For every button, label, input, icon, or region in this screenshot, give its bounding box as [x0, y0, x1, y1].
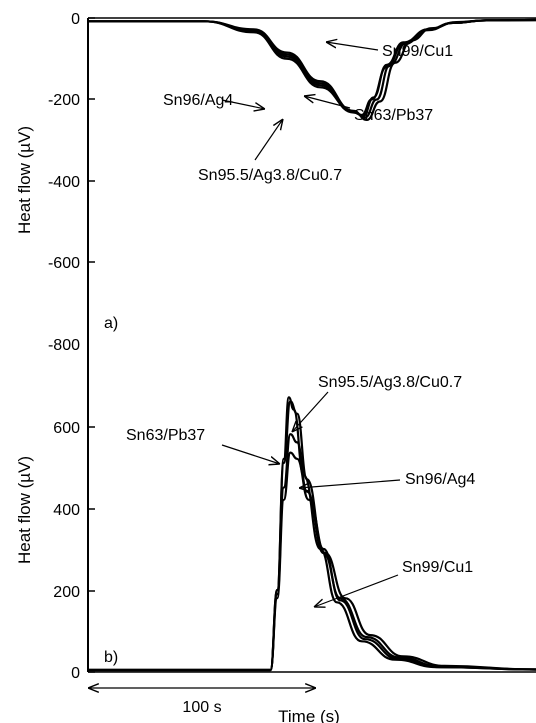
scale-bar-label: 100 s — [182, 699, 221, 716]
series-line-a-sn63-pb37 — [88, 18, 536, 117]
series-line-b-sn96-ag4 — [88, 433, 536, 672]
annotation-arrow-sn96ag4-b — [299, 479, 401, 488]
annotation-sn99cu1-b: Sn99/Cu1 — [402, 559, 473, 576]
annotation-arrow-sn99cu1 — [326, 42, 379, 51]
panel-b-label: b) — [104, 649, 118, 666]
panel-a-tick-label: 0 — [71, 11, 80, 28]
annotation-sn96ag4-b: Sn96/Ag4 — [405, 471, 475, 488]
panel-b-ticks — [88, 426, 95, 673]
panel-a-tick-label: -800 — [48, 337, 80, 354]
panel-a-y-axis-label: Heat flow (µV) — [15, 126, 34, 234]
series-line-a-sn99-cu1 — [88, 18, 536, 117]
series-line-a-sn96-ag4 — [88, 18, 536, 119]
panel-b-series-group — [88, 396, 536, 672]
annotation-sn955ag38cu07: Sn95.5/Ag3.8/Cu0.7 — [198, 167, 342, 184]
annotation-sn63pb37: Sn63/Pb37 — [354, 107, 433, 124]
panel-b-tick-label: 600 — [53, 420, 80, 437]
annotation-sn99cu1: Sn99/Cu1 — [382, 43, 453, 60]
annotation-sn96ag4: Sn96/Ag4 — [163, 92, 233, 109]
annotation-arrow-sn99cu1-b — [314, 574, 399, 607]
panel-b-tick-label: 0 — [71, 665, 80, 682]
annotation-arrow-sn63pb37 — [304, 96, 351, 109]
panel-b-y-axis-label: Heat flow (µV) — [15, 456, 34, 564]
panel-a-label: a) — [104, 315, 118, 332]
series-line-b-sn99-cu1 — [88, 451, 536, 672]
annotation-sn955ag38cu07-b: Sn95.5/Ag3.8/Cu0.7 — [318, 374, 462, 391]
panel-a-tick-label: -200 — [48, 92, 80, 109]
panel-a-series-group — [88, 18, 536, 121]
annotation-arrow-sn955ag38cu07-b — [292, 391, 329, 432]
annotation-sn63pb37-b: Sn63/Pb37 — [126, 427, 205, 444]
panel-a: 0 -200 -400 -600 -800 Heat flow (µV) a) … — [15, 11, 536, 354]
series-line-a-sn95-5-ag3-8-cu0-7 — [88, 18, 536, 121]
panel-b: 0 200 400 600 Heat flow (µV) b) Sn95.5/A… — [15, 344, 536, 723]
panel-a-ticks — [88, 17, 95, 263]
panel-a-tick-label: -600 — [48, 255, 80, 272]
panel-b-tick-label: 400 — [53, 502, 80, 519]
annotation-arrow-sn63pb37-b — [221, 444, 280, 464]
panel-a-tick-label: -400 — [48, 174, 80, 191]
annotation-arrow-sn955ag38cu07 — [254, 119, 283, 161]
annotation-arrow-sn96ag4 — [221, 99, 265, 109]
panel-b-x-axis-label: Time (s) — [278, 707, 340, 723]
panel-b-tick-label: 200 — [53, 584, 80, 601]
